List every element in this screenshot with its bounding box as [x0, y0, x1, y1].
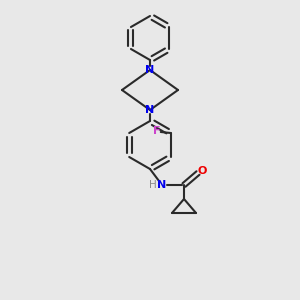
Text: F: F: [153, 126, 160, 136]
Text: O: O: [197, 166, 207, 176]
Text: N: N: [146, 105, 154, 115]
Text: N: N: [158, 180, 166, 190]
Text: N: N: [146, 65, 154, 75]
Text: H: H: [149, 180, 157, 190]
